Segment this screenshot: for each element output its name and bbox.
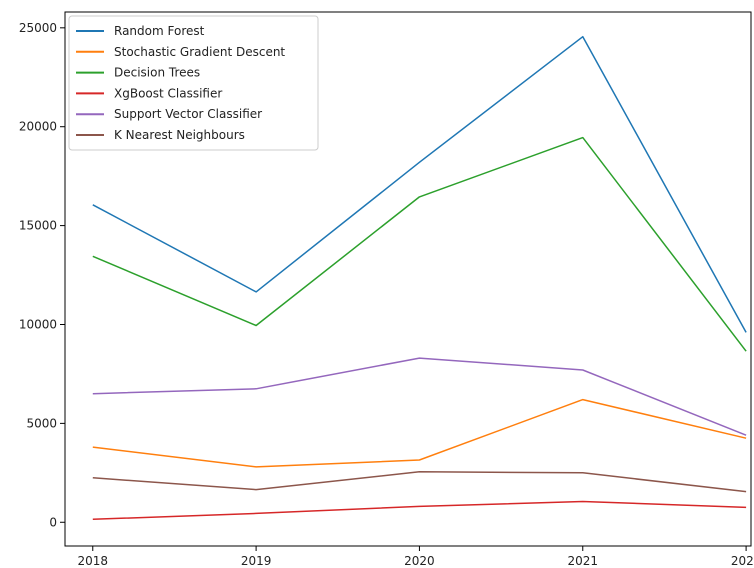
x-axis: 2018 2019 2020 2021 2022	[77, 546, 754, 568]
series-line-support-vector-classifier	[92, 357, 747, 436]
y-tick-label: 0	[49, 515, 57, 529]
x-tick-label: 2022	[731, 554, 754, 568]
series-line-stochastic-gradient-descent	[92, 398, 747, 468]
x-tick-label: 2020	[404, 554, 435, 568]
legend-label: Random Forest	[114, 24, 205, 38]
series-line-xgboost-classifier	[92, 500, 747, 521]
y-tick-label: 15000	[19, 219, 57, 233]
series-line-k-nearest-neighbours	[92, 471, 747, 493]
y-tick-label: 20000	[19, 120, 57, 134]
legend: Random Forest Stochastic Gradient Descent…	[68, 15, 319, 151]
y-tick-label: 5000	[26, 416, 57, 430]
series-line-random-forest	[92, 35, 747, 333]
y-tick-label: 25000	[19, 21, 57, 35]
y-tick-label: 10000	[19, 317, 57, 331]
legend-label: XgBoost Classifier	[114, 86, 222, 100]
legend-label: K Nearest Neighbours	[114, 128, 245, 142]
legend-label: Decision Trees	[114, 66, 200, 80]
x-tick-label: 2021	[567, 554, 598, 568]
legend-label: Support Vector Classifier	[114, 107, 262, 121]
x-tick-label: 2019	[241, 554, 272, 568]
legend-box	[68, 15, 319, 151]
y-axis: 0 5000 10000 15000 20000 25000	[19, 21, 65, 529]
legend-label: Stochastic Gradient Descent	[114, 45, 285, 59]
series-layer	[92, 35, 747, 521]
series-line-decision-trees	[92, 136, 747, 352]
x-tick-label: 2018	[77, 554, 108, 568]
